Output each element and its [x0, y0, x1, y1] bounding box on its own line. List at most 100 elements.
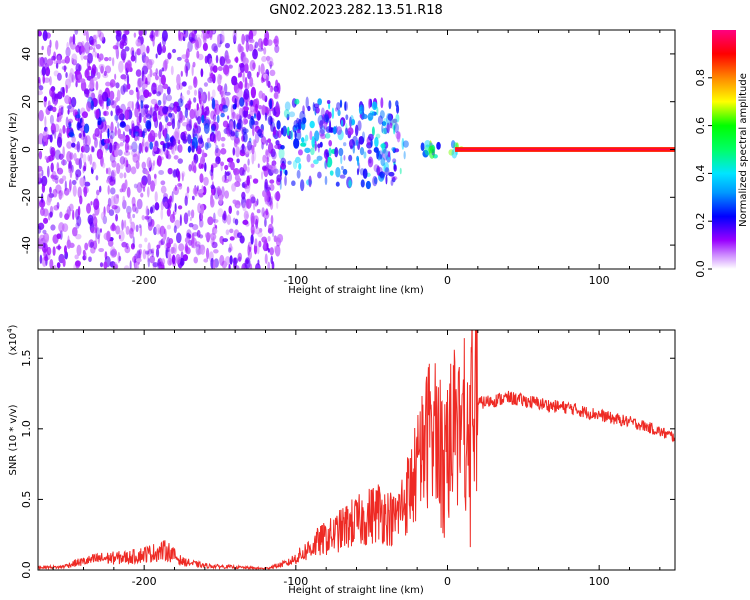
heatmap-cell	[249, 59, 256, 72]
heatmap-cell	[140, 192, 144, 198]
heatmap-cell	[351, 118, 356, 126]
heatmap-cell	[253, 113, 257, 119]
heatmap-cell	[110, 248, 117, 258]
heatmap-cell	[370, 139, 373, 147]
heatmap-cell	[50, 146, 56, 157]
heatmap-cell	[242, 70, 245, 83]
heatmap-cell	[50, 162, 54, 173]
heatmap-cell	[210, 172, 214, 181]
heatmap-cell	[160, 74, 166, 86]
heatmap-cell	[119, 142, 124, 147]
heatmap-cell	[162, 93, 167, 106]
heatmap-cell	[128, 128, 132, 136]
heatmap-cell	[120, 48, 127, 61]
y-tick-label: -40	[20, 236, 33, 254]
heatmap-cell	[67, 118, 74, 124]
heatmap-cell	[197, 115, 202, 125]
heatmap-cell	[296, 169, 301, 179]
heatmap-cell	[188, 98, 192, 110]
heatmap-cell	[82, 143, 86, 153]
heatmap-cell	[75, 81, 78, 88]
heatmap-cell	[95, 108, 100, 120]
heatmap-cell	[361, 113, 368, 120]
heatmap-cell	[219, 254, 225, 266]
heatmap-cell	[233, 139, 238, 148]
heatmap-cell	[275, 103, 281, 114]
heatmap-cell	[155, 30, 160, 38]
heatmap-cell	[233, 257, 237, 269]
heatmap-cell	[193, 163, 197, 174]
heatmap-cell	[420, 142, 425, 152]
heatmap-cell	[239, 115, 242, 124]
heatmap-cell	[338, 147, 344, 157]
heatmap-cell	[109, 246, 116, 259]
colorbar-tick-label: 0.4	[694, 165, 707, 183]
heatmap-cell	[101, 103, 104, 110]
heatmap-cell	[39, 199, 46, 208]
heatmap-cell	[236, 232, 243, 239]
heatmap-cell	[181, 54, 188, 60]
snr-xlabel: Height of straight line (km)	[288, 585, 424, 596]
heatmap-cell	[80, 152, 84, 159]
heatmap-cell	[151, 249, 154, 258]
heatmap-cell	[84, 41, 91, 54]
heatmap-cell	[236, 210, 240, 216]
heatmap-cell	[123, 30, 130, 36]
heatmap-cell	[110, 195, 116, 208]
heatmap-cell	[302, 117, 307, 124]
heatmap-cell	[211, 241, 218, 249]
heatmap-cell	[115, 143, 121, 149]
heatmap-cell	[304, 134, 309, 142]
heatmap-cell	[121, 219, 124, 231]
heatmap-cell	[125, 163, 132, 173]
heatmap-cell	[395, 100, 399, 107]
heatmap-cell	[239, 71, 242, 78]
heatmap-cell	[103, 111, 107, 116]
heatmap-cell	[158, 129, 162, 140]
heatmap-cell	[212, 30, 216, 34]
heatmap-cell	[216, 114, 220, 124]
heatmap-cell	[217, 156, 221, 162]
heatmap-cell	[236, 88, 243, 99]
heatmap-cell	[140, 180, 147, 189]
heatmap-cell	[51, 129, 55, 136]
heatmap-cell	[250, 196, 256, 204]
heatmap-cell	[367, 149, 372, 155]
heatmap-cell	[320, 133, 327, 140]
heatmap-cell	[184, 107, 189, 119]
heatmap-cell	[82, 255, 87, 261]
heatmap-cell	[152, 89, 157, 94]
heatmap-cell	[83, 186, 88, 198]
heatmap-cell	[342, 168, 348, 175]
heatmap-cell	[96, 189, 100, 196]
heatmap-cell	[324, 133, 331, 139]
heatmap-cell	[145, 205, 149, 217]
heatmap-cell	[152, 247, 155, 252]
heatmap-cell	[152, 262, 159, 268]
heatmap-cell	[297, 149, 303, 156]
heatmap-cell	[61, 175, 67, 181]
heatmap-cell	[252, 124, 255, 137]
heatmap-cell	[388, 100, 392, 110]
heatmap-cell	[242, 202, 247, 212]
heatmap-cell	[376, 165, 381, 176]
heatmap-cell	[250, 212, 255, 224]
heatmap-cell	[64, 55, 70, 64]
heatmap-cell	[173, 209, 177, 216]
heatmap-cell	[116, 162, 121, 175]
heatmap-cell	[300, 142, 307, 147]
heatmap-cell	[196, 50, 200, 59]
heatmap-cell	[241, 169, 246, 176]
heatmap-cell	[154, 191, 158, 203]
heatmap-cell	[207, 216, 214, 226]
heatmap-cell	[136, 115, 141, 126]
heatmap-cell	[41, 66, 46, 77]
heatmap-cell	[191, 232, 195, 244]
heatmap-cell	[126, 106, 131, 112]
heatmap-cell	[210, 184, 215, 190]
heatmap-cell	[212, 65, 218, 73]
heatmap-cell	[268, 165, 272, 170]
y-tick-label: 1.0	[20, 420, 33, 438]
heatmap-cell	[271, 260, 275, 269]
